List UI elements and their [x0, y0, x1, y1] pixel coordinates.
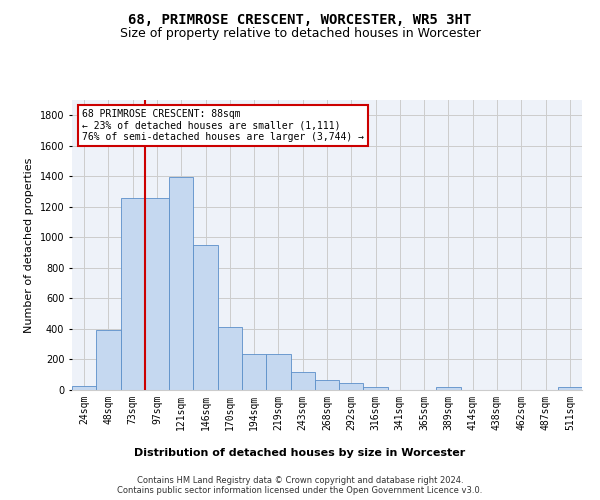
- Bar: [266, 354, 290, 390]
- Text: 68, PRIMROSE CRESCENT, WORCESTER, WR5 3HT: 68, PRIMROSE CRESCENT, WORCESTER, WR5 3H…: [128, 12, 472, 26]
- Bar: [145, 198, 169, 390]
- Bar: [339, 383, 364, 390]
- Text: Contains HM Land Registry data © Crown copyright and database right 2024.
Contai: Contains HM Land Registry data © Crown c…: [118, 476, 482, 495]
- Bar: [72, 386, 96, 390]
- Bar: [96, 330, 121, 390]
- Bar: [218, 328, 242, 390]
- Bar: [364, 387, 388, 390]
- Bar: [169, 177, 193, 390]
- Bar: [242, 354, 266, 390]
- Y-axis label: Number of detached properties: Number of detached properties: [24, 158, 34, 332]
- Text: Size of property relative to detached houses in Worcester: Size of property relative to detached ho…: [119, 28, 481, 40]
- Bar: [436, 387, 461, 390]
- Bar: [315, 380, 339, 390]
- Bar: [558, 387, 582, 390]
- Text: Distribution of detached houses by size in Worcester: Distribution of detached houses by size …: [134, 448, 466, 458]
- Bar: [193, 245, 218, 390]
- Bar: [121, 198, 145, 390]
- Text: 68 PRIMROSE CRESCENT: 88sqm
← 23% of detached houses are smaller (1,111)
76% of : 68 PRIMROSE CRESCENT: 88sqm ← 23% of det…: [82, 108, 364, 142]
- Bar: [290, 372, 315, 390]
